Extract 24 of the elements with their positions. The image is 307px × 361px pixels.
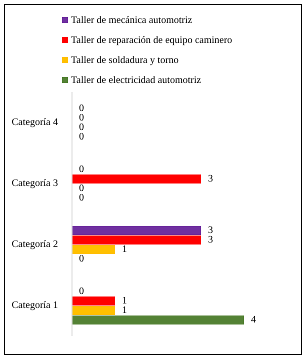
data-label: 0 bbox=[79, 112, 84, 124]
data-label: 1 bbox=[122, 296, 127, 306]
data-label: 1 bbox=[122, 305, 127, 316]
data-label: 0 bbox=[79, 122, 84, 133]
legend-label: Taller de electricidad automotriz bbox=[71, 74, 202, 86]
data-label: 3 bbox=[208, 174, 213, 184]
data-label: 0 bbox=[79, 132, 84, 142]
data-label: 0 bbox=[79, 183, 84, 194]
legend-label: Taller de reparación de equipo caminero bbox=[71, 34, 232, 46]
data-label: 0 bbox=[79, 254, 84, 264]
legend-label: Taller de soldadura y torno bbox=[71, 54, 179, 66]
data-label: 0 bbox=[79, 286, 84, 297]
y-tick-label: Categoría 2 bbox=[12, 239, 58, 250]
data-label: 4 bbox=[251, 314, 256, 326]
data-label: 3 bbox=[208, 234, 213, 246]
data-label: 3 bbox=[208, 225, 213, 236]
y-tick-label: Categoría 1 bbox=[12, 300, 58, 311]
y-tick-label: Categoría 4 bbox=[12, 117, 58, 128]
data-label: 0 bbox=[79, 192, 84, 204]
data-label: 0 bbox=[79, 164, 84, 175]
data-label: 1 bbox=[122, 244, 127, 255]
y-tick-label: Categoría 3 bbox=[12, 178, 58, 189]
legend-label: Taller de mecánica automotriz bbox=[71, 14, 192, 26]
data-label: 0 bbox=[79, 103, 84, 114]
